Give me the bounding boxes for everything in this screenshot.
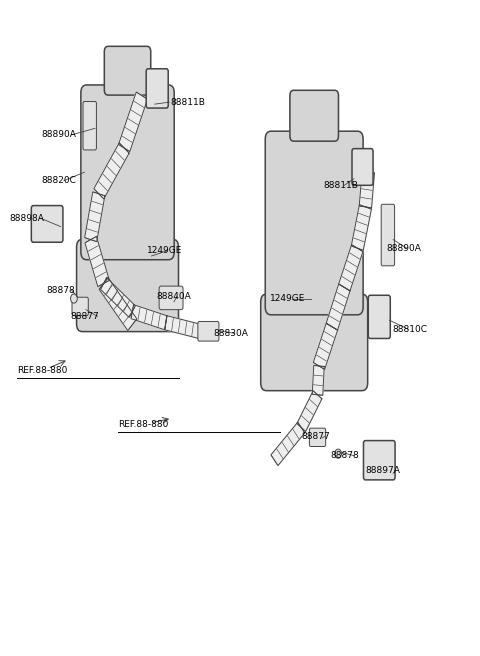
Text: 88877: 88877 [301, 432, 330, 441]
Text: 88890A: 88890A [386, 243, 421, 253]
FancyBboxPatch shape [104, 47, 151, 95]
Polygon shape [312, 365, 324, 396]
Text: 88897A: 88897A [365, 466, 400, 475]
FancyBboxPatch shape [159, 286, 183, 310]
Polygon shape [326, 284, 350, 330]
Text: 1249GE: 1249GE [147, 246, 182, 255]
Text: 88811B: 88811B [324, 181, 359, 190]
Text: 88878: 88878 [330, 451, 359, 460]
FancyBboxPatch shape [368, 295, 390, 338]
FancyBboxPatch shape [352, 149, 373, 185]
Text: REF.88-880: REF.88-880 [17, 366, 68, 375]
Polygon shape [359, 171, 374, 208]
FancyBboxPatch shape [31, 205, 63, 242]
Polygon shape [339, 245, 363, 291]
Polygon shape [351, 205, 372, 251]
FancyBboxPatch shape [72, 297, 88, 316]
Text: 88811B: 88811B [170, 98, 205, 107]
FancyBboxPatch shape [381, 204, 395, 266]
Polygon shape [100, 277, 135, 318]
FancyBboxPatch shape [146, 69, 168, 108]
FancyBboxPatch shape [198, 321, 219, 341]
FancyBboxPatch shape [290, 91, 338, 141]
Polygon shape [85, 236, 109, 287]
Polygon shape [313, 323, 337, 369]
Polygon shape [165, 316, 200, 338]
Circle shape [71, 294, 77, 303]
Polygon shape [99, 277, 137, 331]
Text: 88877: 88877 [70, 312, 99, 321]
Polygon shape [131, 304, 167, 330]
FancyBboxPatch shape [265, 131, 363, 315]
Text: 88840A: 88840A [156, 292, 191, 301]
Text: 88830A: 88830A [214, 329, 249, 338]
Polygon shape [94, 143, 129, 199]
Text: 88820C: 88820C [41, 176, 76, 185]
FancyBboxPatch shape [83, 102, 96, 150]
Text: 88810C: 88810C [392, 325, 427, 334]
Text: 88890A: 88890A [41, 131, 76, 139]
Circle shape [335, 449, 341, 459]
Text: REF.88-880: REF.88-880 [118, 420, 168, 430]
Polygon shape [119, 92, 147, 152]
FancyBboxPatch shape [76, 239, 179, 331]
Text: 88878: 88878 [46, 285, 75, 295]
Text: 88898A: 88898A [9, 213, 44, 222]
FancyBboxPatch shape [310, 428, 325, 447]
Polygon shape [84, 192, 105, 241]
FancyBboxPatch shape [363, 441, 395, 480]
FancyBboxPatch shape [81, 85, 174, 260]
Polygon shape [297, 391, 322, 432]
Text: 1249GE: 1249GE [270, 294, 305, 303]
FancyBboxPatch shape [261, 294, 368, 391]
Polygon shape [271, 422, 305, 466]
